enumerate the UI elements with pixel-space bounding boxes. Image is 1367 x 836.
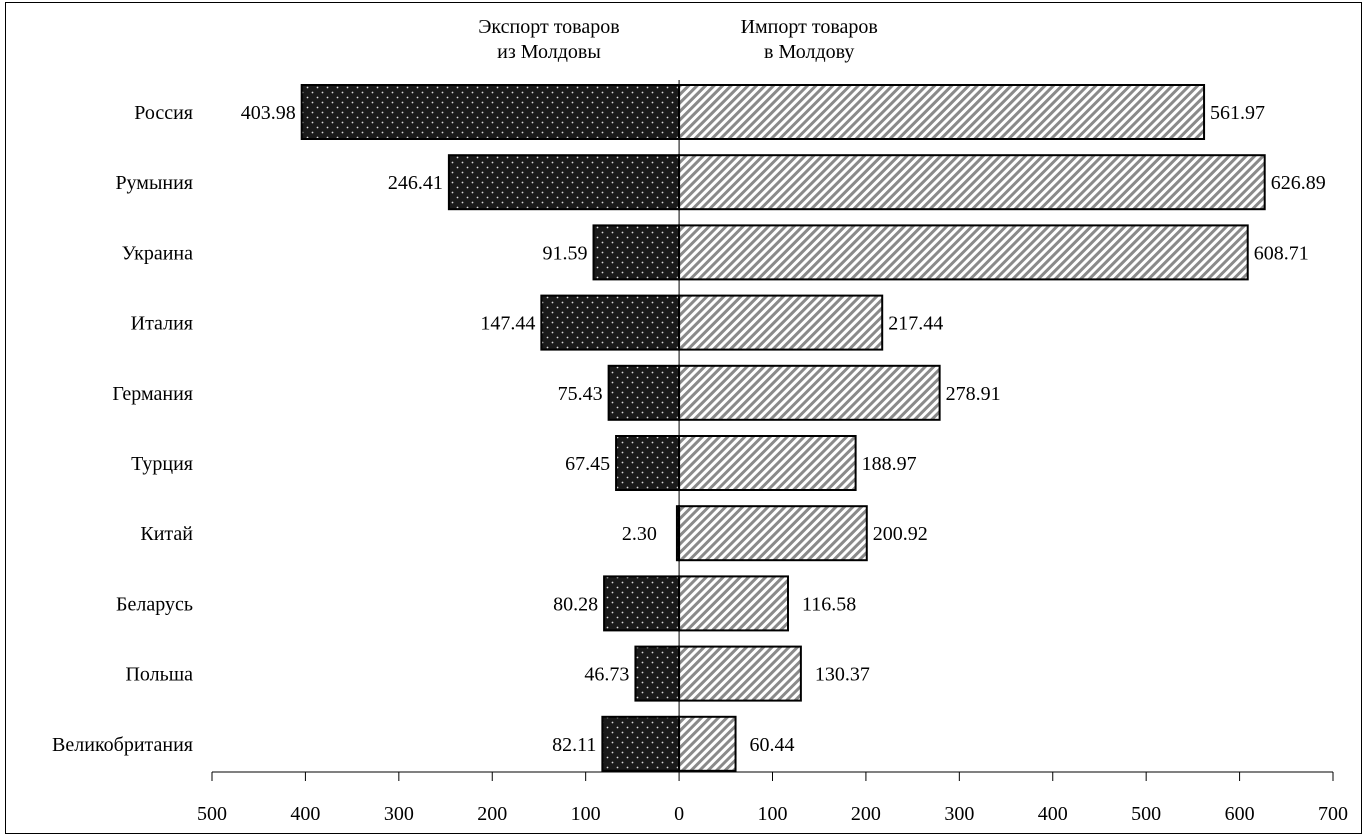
legend-export-line-2: из Молдовы	[497, 41, 601, 63]
category-label-украина: Украина	[122, 242, 193, 264]
x-tick-label-11: 600	[1225, 803, 1255, 825]
category-label-великобритания: Великобритания	[52, 734, 193, 756]
x-tick-label-3: 200	[477, 803, 507, 825]
legend-import-line-2: в Молдову	[764, 41, 854, 63]
bar-import-турция	[678, 435, 857, 491]
value-label-export-германия: 75.43	[558, 383, 603, 405]
bar-export-беларусь	[603, 575, 681, 632]
category-label-германия: Германия	[112, 383, 193, 405]
x-tick-label-5: 0	[674, 803, 684, 825]
bar-import-италия	[678, 294, 884, 351]
category-label-румыния: Румыния	[115, 172, 193, 194]
bar-export-италия	[540, 294, 681, 351]
bar-export-польша	[634, 645, 681, 702]
category-label-китай: Китай	[140, 523, 193, 545]
value-label-import-украина: 608.71	[1254, 242, 1309, 264]
value-label-export-беларусь: 80.28	[553, 593, 598, 615]
value-label-export-румыния: 246.41	[388, 172, 443, 194]
x-tick-label-7: 200	[851, 803, 881, 825]
category-label-италия: Италия	[131, 313, 193, 335]
value-label-import-италия: 217.44	[888, 313, 943, 335]
category-label-турция: Турция	[131, 453, 193, 475]
x-tick-label-2: 300	[384, 803, 414, 825]
x-tick-label-12: 700	[1318, 803, 1348, 825]
value-label-export-россия: 403.98	[241, 102, 296, 124]
category-label-россия: Россия	[134, 102, 193, 124]
x-tick-label-6: 100	[758, 803, 788, 825]
legend: Экспорт товаров из Молдовы Импорт товаров в…	[478, 16, 878, 63]
x-tick-label-8: 300	[944, 803, 974, 825]
value-label-import-беларусь: 116.58	[802, 593, 856, 615]
value-label-export-италия: 147.44	[480, 313, 535, 335]
bar-export-германия	[607, 364, 681, 421]
bar-export-россия	[300, 84, 681, 140]
value-label-import-польша: 130.37	[815, 664, 870, 686]
bar-export-турция	[615, 435, 681, 491]
x-tick-label-0: 500	[197, 803, 227, 825]
value-label-export-украина: 91.59	[543, 242, 588, 264]
x-tick-label-10: 500	[1131, 803, 1161, 825]
value-label-import-румыния: 626.89	[1271, 172, 1326, 194]
bar-import-германия	[678, 364, 941, 421]
x-tick-label-9: 400	[1038, 803, 1068, 825]
value-label-import-великобритания: 60.44	[750, 734, 795, 756]
value-label-export-польша: 46.73	[584, 664, 629, 686]
value-label-export-китай: 2.30	[622, 523, 657, 545]
bar-import-китай	[678, 505, 868, 562]
bars	[300, 84, 1266, 772]
value-label-export-великобритания: 82.11	[552, 734, 596, 756]
bar-import-великобритания	[678, 715, 737, 772]
bar-import-румыния	[678, 154, 1266, 211]
labels: Россия 403.98 561.97 Румыния 246.41 626.89 Укр…	[52, 102, 1326, 756]
value-label-import-турция: 188.97	[862, 453, 917, 475]
value-label-export-турция: 67.45	[565, 453, 610, 475]
bar-export-украина	[592, 224, 681, 281]
x-tick-label-1: 400	[290, 803, 320, 825]
value-label-import-китай: 200.92	[873, 523, 928, 545]
bar-import-польша	[678, 645, 802, 702]
legend-export-line-1: Экспорт товаров	[478, 16, 619, 38]
bar-import-украина	[678, 224, 1249, 281]
category-label-польша: Польша	[125, 664, 193, 686]
x-tick-label-4: 100	[571, 803, 601, 825]
bar-import-беларусь	[678, 575, 789, 632]
value-label-import-германия: 278.91	[946, 383, 1001, 405]
x-axis: 500 400 300 200 100 0 100 200 300 400 500 600 700	[197, 80, 1348, 825]
bar-export-великобритания	[601, 715, 681, 772]
value-label-import-россия: 561.97	[1210, 102, 1265, 124]
bar-export-румыния	[447, 154, 681, 211]
bar-import-россия	[678, 84, 1206, 140]
legend-import-line-1: Импорт товаров	[741, 16, 878, 38]
category-label-беларусь: Беларусь	[116, 593, 193, 615]
